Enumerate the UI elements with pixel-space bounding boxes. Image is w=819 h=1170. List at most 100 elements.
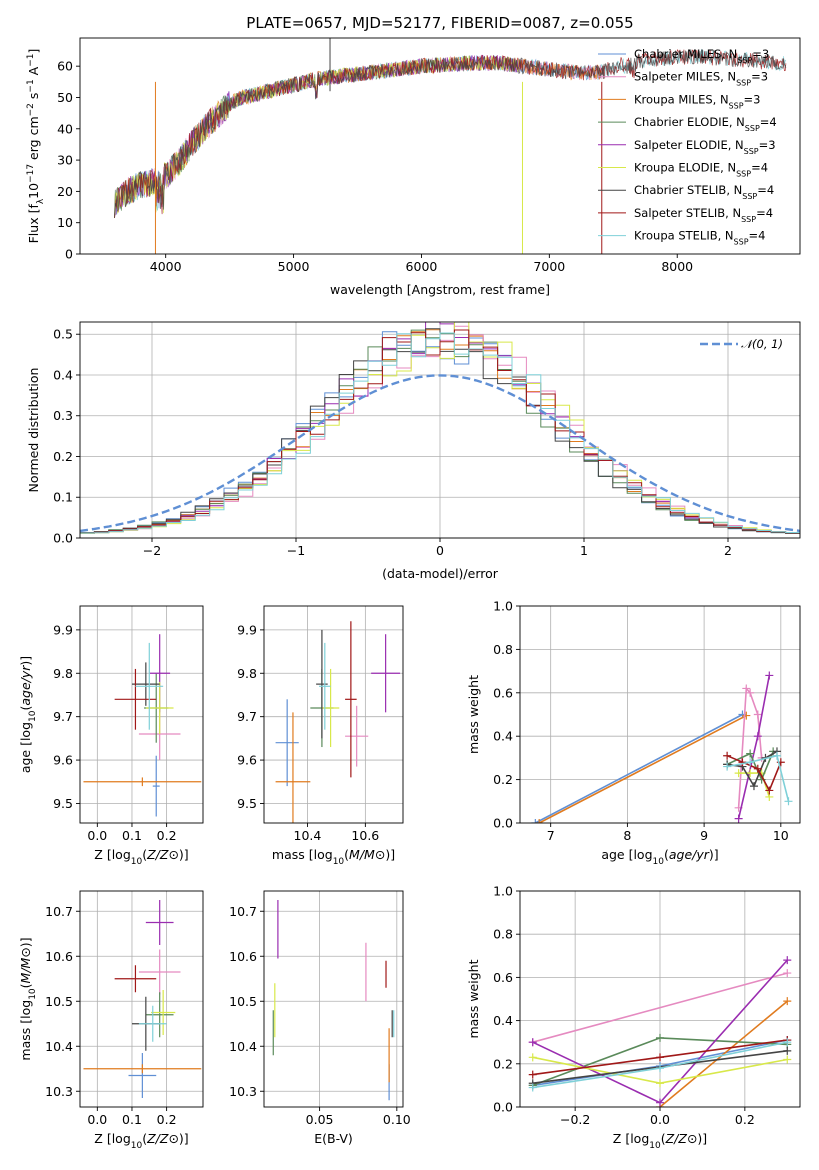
x-tick-label: 0.1	[122, 828, 142, 843]
weight-marker	[772, 751, 781, 760]
y-tick-label: 60	[57, 59, 73, 74]
y-tick-label: 10	[57, 215, 73, 230]
x-axis-label: E(B-V)	[314, 1131, 353, 1146]
plot-area	[114, 38, 787, 254]
x-tick-label: 0.1	[122, 1112, 142, 1127]
weight-marker	[783, 969, 792, 978]
legend-entry: Salpeter ELODIE, NSSP=3	[634, 138, 776, 156]
weight-line	[737, 686, 763, 808]
axes-frame	[263, 890, 404, 1108]
y-tick-label: 9.9	[237, 622, 257, 637]
weight-marker	[742, 684, 751, 693]
weight-marker	[734, 814, 743, 823]
x-tick-label: 6000	[406, 259, 438, 274]
y-tick-label: 40	[57, 121, 73, 136]
weight-marker	[749, 782, 758, 791]
x-axis-label: (data-model)/error	[382, 566, 499, 581]
x-tick-label: −2	[143, 543, 161, 558]
x-tick-label: 0.05	[306, 1112, 334, 1127]
spectrum-line	[114, 55, 603, 219]
y-tick-label: 0.4	[493, 1013, 513, 1028]
x-tick-label: 7	[547, 828, 555, 843]
x-tick-label: 9	[700, 828, 708, 843]
y-tick-label: 9.7	[237, 709, 257, 724]
x-tick-label: 2	[724, 543, 732, 558]
weight-marker	[753, 710, 762, 719]
x-tick-label: 10	[773, 828, 789, 843]
weight-marker	[783, 1046, 792, 1055]
y-tick-label: 10.7	[229, 904, 257, 919]
y-tick-label: 9.9	[53, 622, 73, 637]
x-tick-label: 10.6	[351, 828, 379, 843]
y-axis-label: mass [log10(M/M⊙)]	[18, 937, 38, 1060]
legend-entry: Kroupa STELIB, NSSP=4	[634, 229, 765, 247]
weight-marker	[746, 758, 755, 767]
histogram-step	[80, 332, 800, 535]
y-tick-label: 9.5	[53, 796, 73, 811]
y-tick-label: 10.6	[229, 949, 257, 964]
plot-area	[272, 900, 395, 1101]
spectrum-line	[114, 49, 787, 219]
y-tick-label: 0.2	[493, 1056, 513, 1071]
spectrum-line	[114, 49, 787, 219]
plot-area	[83, 900, 202, 1098]
legend-entry: 𝒩(0, 1)	[741, 337, 783, 351]
weight-marker	[723, 751, 732, 760]
axes-frame	[263, 605, 404, 824]
weight-marker	[742, 711, 751, 720]
weight-marker	[528, 1070, 537, 1079]
y-tick-label: 10.3	[229, 1084, 257, 1099]
weight-line	[538, 714, 747, 823]
y-tick-label: 30	[57, 153, 73, 168]
y-tick-label: 20	[57, 184, 73, 199]
weight-marker	[656, 1079, 664, 1088]
panel-z-age: 0.0 0.1 0.2 9.5 9.6 9.7 9.8 9.9 Z [log10(Z/Z⊙)] a…	[18, 605, 204, 867]
y-tick-label: 0.4	[493, 729, 513, 744]
panel-spectrum: 4000 5000 6000 7000 8000 0 10 20 30 40 50 60 Chabrie…	[26, 37, 801, 297]
x-tick-label: 0	[436, 543, 444, 558]
y-tick-label: 0.4	[53, 367, 73, 382]
weight-marker	[784, 797, 793, 806]
x-tick-label: 0.2	[157, 1112, 177, 1127]
axes-frame	[79, 37, 801, 255]
weight-marker	[656, 1064, 664, 1073]
y-axis-label: Flux [fλ10−17 erg cm−2 s−1 A−1]	[26, 49, 46, 244]
x-axis-label: mass [log10(M/M⊙)]	[272, 847, 395, 867]
weight-marker	[656, 1098, 664, 1107]
y-axis-label: mass weight	[466, 959, 481, 1038]
x-tick-label: −0.2	[560, 1112, 590, 1127]
weight-line	[534, 713, 743, 823]
y-tick-label: 10.4	[229, 1039, 257, 1054]
y-tick-label: 0.0	[53, 531, 73, 546]
y-axis-label: age [log10(age/yr)]	[18, 656, 38, 773]
weight-marker	[734, 769, 743, 778]
plot-area	[80, 322, 800, 535]
panel-ebv-mass: 0.05 0.10 10.3 10.4 10.5 10.6 10.7 E(B-V)	[229, 890, 411, 1146]
weight-line	[726, 754, 790, 802]
legend-entry: Chabrier STELIB, NSSP=4	[634, 183, 774, 201]
weight-line	[659, 1000, 788, 1107]
y-tick-label: 50	[57, 90, 73, 105]
panel-z-mass: 0.0 0.1 0.2 10.3 10.4 10.5 10.6 10.7 Z [log10(Z/…	[18, 890, 204, 1151]
y-tick-label: 0.6	[493, 685, 513, 700]
x-axis-label: Z [log10(Z/Z⊙)]	[94, 1131, 188, 1151]
y-tick-label: 9.6	[53, 753, 73, 768]
histogram-step	[80, 329, 800, 535]
axes-frame	[79, 890, 204, 1108]
weight-marker	[783, 997, 792, 1006]
panel-residuals: −2 −1 0 1 2 0.0 0.1 0.2 0.3 0.4 0.5 𝒩(0, 1) (data-mo…	[26, 321, 801, 581]
axes-frame	[79, 605, 204, 824]
y-tick-label: 9.6	[237, 753, 257, 768]
y-tick-label: 0.1	[53, 490, 73, 505]
x-tick-label: 10.4	[294, 828, 322, 843]
x-tick-label: 8	[623, 828, 631, 843]
weight-marker	[753, 764, 762, 773]
x-tick-label: 4000	[150, 259, 182, 274]
y-tick-label: 0.6	[493, 970, 513, 985]
x-tick-label: 0.10	[383, 1112, 411, 1127]
weight-marker	[746, 688, 755, 697]
histogram-step	[80, 329, 800, 535]
y-tick-label: 10.5	[229, 994, 257, 1009]
y-tick-label: 0	[65, 247, 73, 262]
weight-marker	[528, 1083, 537, 1092]
